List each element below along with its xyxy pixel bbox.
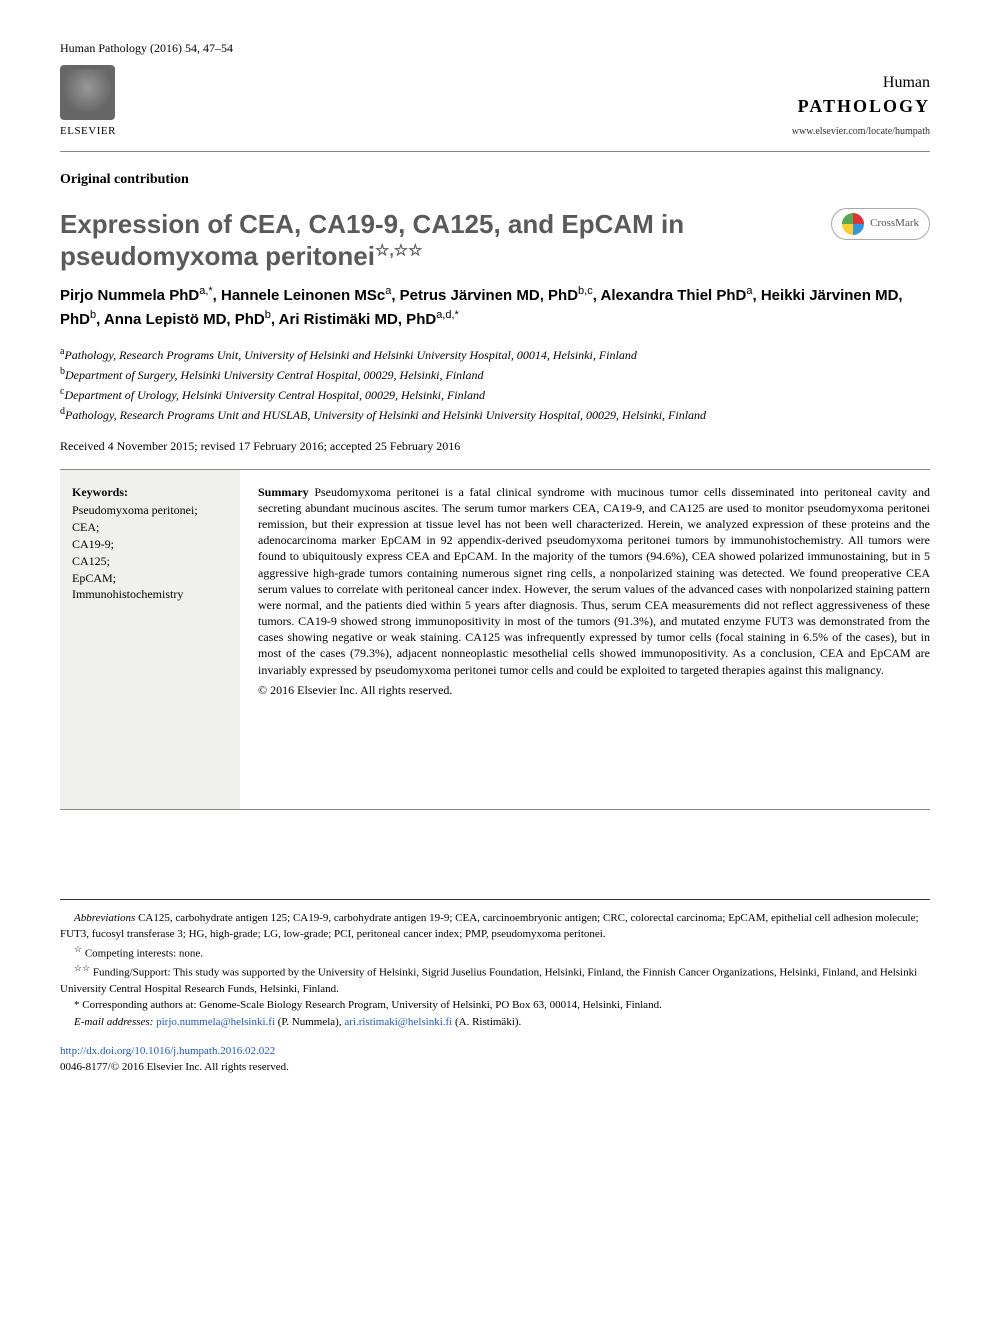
article-title: Expression of CEA, CA19-9, CA125, and Ep… xyxy=(60,208,819,273)
summary-column: Summary Pseudomyxoma peritonei is a fata… xyxy=(240,470,930,809)
elsevier-tree-icon xyxy=(60,65,115,120)
publisher-logo-block: ELSEVIER xyxy=(60,65,116,139)
title-text: Expression of CEA, CA19-9, CA125, and Ep… xyxy=(60,209,684,272)
keyword-item: EpCAM; xyxy=(72,570,228,587)
keyword-item: CEA; xyxy=(72,519,228,536)
journal-name-line2: PATHOLOGY xyxy=(792,94,930,119)
abbreviations-line: Abbreviations CA125, carbohydrate antige… xyxy=(60,910,930,943)
affiliation-item: aPathology, Research Programs Unit, Univ… xyxy=(60,344,930,364)
keyword-item: Immunohistochemistry xyxy=(72,586,228,603)
star-mark-1: ☆ xyxy=(74,944,82,954)
affiliation-item: cDepartment of Urology, Helsinki Univers… xyxy=(60,384,930,404)
corresponding-note: * Corresponding authors at: Genome-Scale… xyxy=(60,997,930,1014)
crossmark-icon xyxy=(842,213,864,235)
competing-text: Competing interests: none. xyxy=(85,947,203,959)
article-dates: Received 4 November 2015; revised 17 Feb… xyxy=(60,438,930,470)
competing-interests-note: ☆ Competing interests: none. xyxy=(60,943,930,962)
header-logo-row: ELSEVIER Human PATHOLOGY www.elsevier.co… xyxy=(60,65,930,152)
keyword-item: CA19-9; xyxy=(72,536,228,553)
section-label: Original contribution xyxy=(60,170,930,190)
corresponding-mark: * xyxy=(74,999,80,1011)
journal-url[interactable]: www.elsevier.com/locate/humpath xyxy=(792,125,930,139)
journal-name-line1: Human xyxy=(792,72,930,94)
abbreviations-heading: Abbreviations xyxy=(74,912,135,924)
summary-heading: Summary xyxy=(258,485,309,499)
journal-block: Human PATHOLOGY www.elsevier.com/locate/… xyxy=(792,72,930,140)
crossmark-label: CrossMark xyxy=(870,216,919,231)
affiliation-item: bDepartment of Surgery, Helsinki Univers… xyxy=(60,364,930,384)
affiliations-list: aPathology, Research Programs Unit, Univ… xyxy=(60,344,930,424)
doi-block: http://dx.doi.org/10.1016/j.humpath.2016… xyxy=(60,1044,930,1075)
abbreviations-text: CA125, carbohydrate antigen 125; CA19-9,… xyxy=(60,912,919,941)
abstract-block: Keywords: Pseudomyxoma peritonei;CEA;CA1… xyxy=(60,470,930,810)
spacer-rule xyxy=(60,810,930,900)
star-mark-2: ☆☆ xyxy=(74,963,90,973)
title-footnote-marks: ☆,☆☆ xyxy=(375,243,422,260)
doi-link[interactable]: http://dx.doi.org/10.1016/j.humpath.2016… xyxy=(60,1045,275,1057)
citation-text: Human Pathology (2016) 54, 47–54 xyxy=(60,40,233,57)
summary-copyright: © 2016 Elsevier Inc. All rights reserved… xyxy=(258,682,930,698)
corresponding-text: Corresponding authors at: Genome-Scale B… xyxy=(82,999,662,1011)
publisher-label: ELSEVIER xyxy=(60,124,116,139)
crossmark-badge[interactable]: CrossMark xyxy=(831,208,930,240)
email-link[interactable]: pirjo.nummela@helsinki.fi xyxy=(156,1016,275,1028)
keyword-item: Pseudomyxoma peritonei; xyxy=(72,502,228,519)
summary-body: Pseudomyxoma peritonei is a fatal clinic… xyxy=(258,485,930,677)
issn-copyright-line: 0046-8177/© 2016 Elsevier Inc. All right… xyxy=(60,1060,930,1075)
email-line: E-mail addresses: pirjo.nummela@helsinki… xyxy=(60,1014,930,1031)
funding-text: Funding/Support: This study was supporte… xyxy=(60,966,917,995)
funding-note: ☆☆ Funding/Support: This study was suppo… xyxy=(60,962,930,998)
affiliation-item: dPathology, Research Programs Unit and H… xyxy=(60,404,930,424)
authors-list: Pirjo Nummela PhDa,*, Hannele Leinonen M… xyxy=(60,283,930,332)
keywords-column: Keywords: Pseudomyxoma peritonei;CEA;CA1… xyxy=(60,470,240,809)
email-label: E-mail addresses: xyxy=(74,1016,153,1028)
email-link[interactable]: ari.ristimaki@helsinki.fi xyxy=(344,1016,452,1028)
keyword-item: CA125; xyxy=(72,553,228,570)
keywords-heading: Keywords: xyxy=(72,484,228,501)
footnotes-block: Abbreviations CA125, carbohydrate antige… xyxy=(60,910,930,1031)
